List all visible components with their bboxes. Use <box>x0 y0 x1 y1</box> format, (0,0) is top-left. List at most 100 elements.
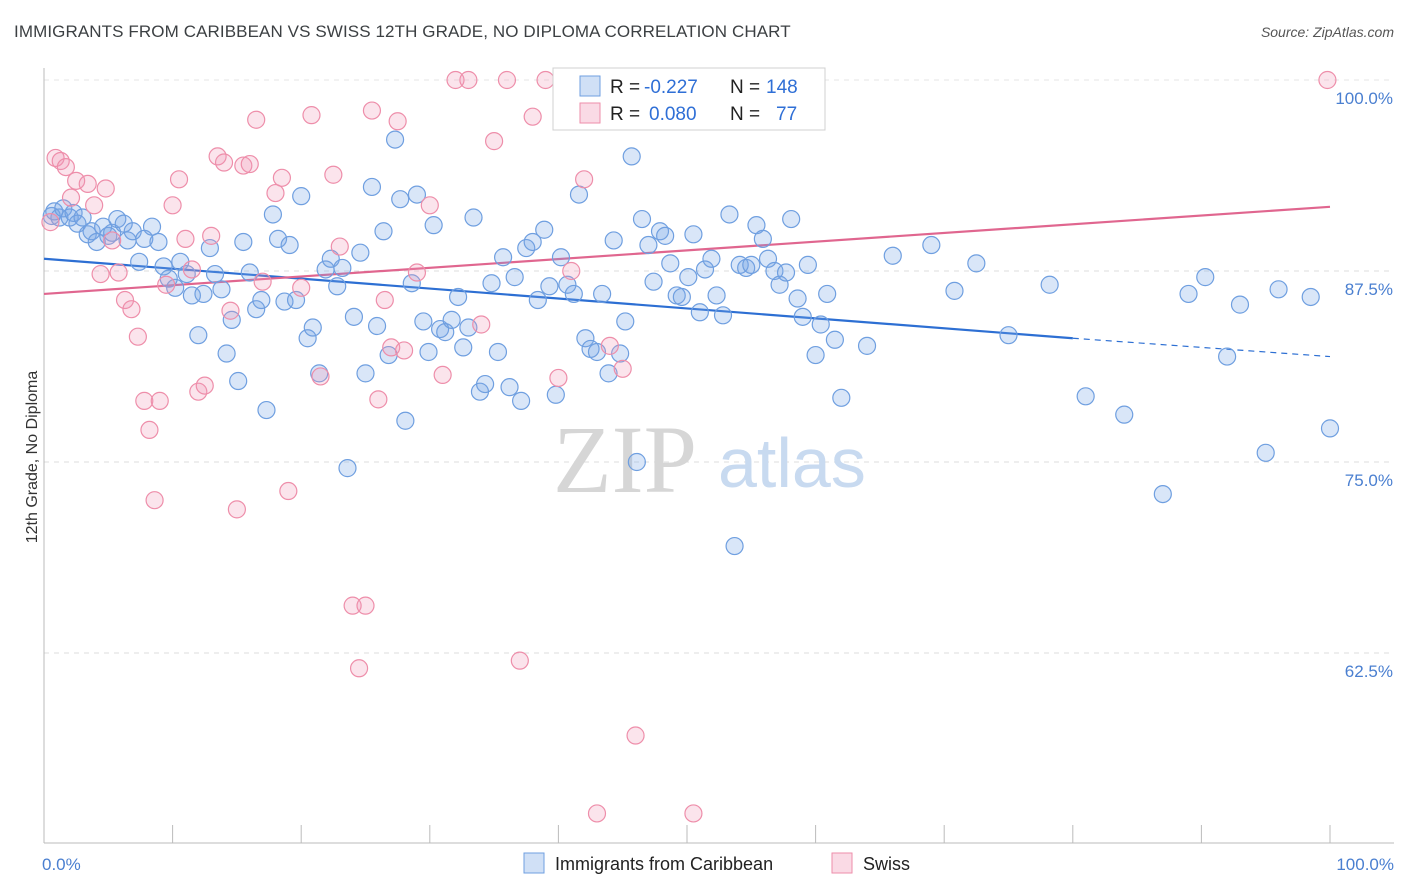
swiss-point-61 <box>523 107 542 126</box>
caribbean-point-124 <box>742 255 761 274</box>
stats-box: R = -0.227 N = 148 R = 0.080 N = 77 <box>552 67 826 131</box>
caribbean-point-153 <box>1301 287 1320 307</box>
swiss-point-12 <box>115 290 135 310</box>
caribbean-point-11 <box>94 217 113 236</box>
stats-n-value-1: 148 <box>766 77 798 98</box>
caribbean-point-117 <box>702 249 721 268</box>
caribbean-point-91 <box>551 248 571 267</box>
data-points <box>41 70 1340 823</box>
caribbean-point-59 <box>367 316 387 336</box>
swiss-point-32 <box>240 154 259 174</box>
swiss-point-7 <box>85 196 104 215</box>
caribbean-point-93 <box>564 284 583 304</box>
caribbean-point-21 <box>149 232 168 252</box>
swiss-point-41 <box>324 165 343 184</box>
swiss-point-58 <box>485 132 504 151</box>
y-tick-label-2: 87.5% <box>1345 280 1393 299</box>
swiss-point-19 <box>157 275 176 294</box>
swiss-point-52 <box>407 263 427 282</box>
caribbean-point-62 <box>385 130 405 149</box>
trend-line-swiss <box>43 205 1331 296</box>
y-tick-labels: 62.5% 75.0% 87.5% 100.0% <box>1335 89 1393 681</box>
caribbean-point-151 <box>1230 295 1250 314</box>
swiss-point-38 <box>292 278 311 297</box>
swiss-point-22 <box>176 229 195 249</box>
swiss-point-51 <box>394 341 414 360</box>
swiss-point-14 <box>128 327 147 346</box>
stats-r-value-2: 0.080 <box>649 104 697 125</box>
swiss-point-6 <box>78 174 97 194</box>
swiss-point-76 <box>1318 70 1337 90</box>
caribbean-point-141 <box>883 246 902 265</box>
caribbean-point-64 <box>396 411 415 430</box>
swiss-point-15 <box>135 391 154 410</box>
caribbean-point-63 <box>391 190 410 209</box>
watermark: ZIP atlas <box>553 406 866 513</box>
caribbean-point-42 <box>268 229 288 249</box>
caribbean-point-116 <box>695 260 715 279</box>
caribbean-point-131 <box>782 209 801 229</box>
y-tick-label-0: 62.5% <box>1345 662 1393 681</box>
swiss-point-60 <box>510 651 529 670</box>
caribbean-point-154 <box>1320 419 1340 438</box>
caribbean-point-41 <box>263 205 283 224</box>
swiss-point-18 <box>150 391 169 410</box>
x-tick-label-min: 0.0% <box>42 855 81 874</box>
caribbean-point-48 <box>303 318 322 337</box>
swiss-point-59 <box>497 70 517 90</box>
caribbean-point-113 <box>679 268 698 287</box>
stats-swatch-caribbean <box>579 75 601 97</box>
x-tick-label-max: 100.0% <box>1336 855 1394 874</box>
caribbean-point-74 <box>454 338 473 357</box>
swiss-point-29 <box>221 301 240 320</box>
caribbean-point-20 <box>142 217 162 236</box>
caribbean-point-142 <box>922 235 941 255</box>
swiss-point-55 <box>446 70 465 90</box>
caribbean-point-130 <box>776 263 796 282</box>
stats-n-label-2: N = <box>730 104 760 125</box>
swiss-point-63 <box>549 368 568 388</box>
caribbean-point-2 <box>50 208 69 227</box>
caribbean-point-53 <box>333 258 352 278</box>
swiss-point-44 <box>349 659 369 678</box>
caribbean-point-101 <box>611 344 630 363</box>
caribbean-point-137 <box>818 284 837 304</box>
swiss-point-64 <box>562 261 581 281</box>
caribbean-point-79 <box>482 274 501 293</box>
swiss-point-16 <box>140 420 159 440</box>
caribbean-point-99 <box>599 364 618 383</box>
caribbean-point-10 <box>87 232 106 252</box>
stats-r-label-1: R = <box>610 77 640 98</box>
caribbean-point-102 <box>616 312 635 331</box>
caribbean-point-18 <box>130 252 149 271</box>
swiss-point-56 <box>459 70 478 90</box>
swiss-point-8 <box>91 264 110 284</box>
caribbean-point-156 <box>1179 284 1198 304</box>
caribbean-point-110 <box>661 254 680 273</box>
caribbean-point-35 <box>229 371 248 391</box>
swiss-point-34 <box>253 272 272 291</box>
swiss-point-13 <box>122 300 141 319</box>
caribbean-point-78 <box>475 374 495 394</box>
caribbean-point-107 <box>644 272 663 291</box>
swiss-point-33 <box>247 110 266 129</box>
caribbean-point-56 <box>351 243 370 262</box>
caribbean-point-83 <box>505 268 524 287</box>
swiss-point-62 <box>536 70 555 90</box>
swiss-point-46 <box>362 101 382 120</box>
caribbean-point-5 <box>64 203 83 223</box>
swiss-point-10 <box>103 231 122 250</box>
caribbean-point-100 <box>604 231 623 250</box>
caribbean-point-32 <box>212 280 231 299</box>
watermark-zip: ZIP <box>553 406 697 513</box>
caribbean-point-38 <box>247 300 266 319</box>
caribbean-point-112 <box>672 287 691 307</box>
swiss-point-20 <box>163 196 182 215</box>
swiss-point-48 <box>375 290 394 310</box>
legend-label-swiss: Swiss <box>863 854 910 874</box>
caribbean-point-37 <box>240 263 259 282</box>
swiss-point-42 <box>330 237 349 256</box>
caribbean-point-145 <box>999 326 1018 345</box>
caribbean-point-132 <box>788 289 807 308</box>
caribbean-point-136 <box>811 315 830 334</box>
